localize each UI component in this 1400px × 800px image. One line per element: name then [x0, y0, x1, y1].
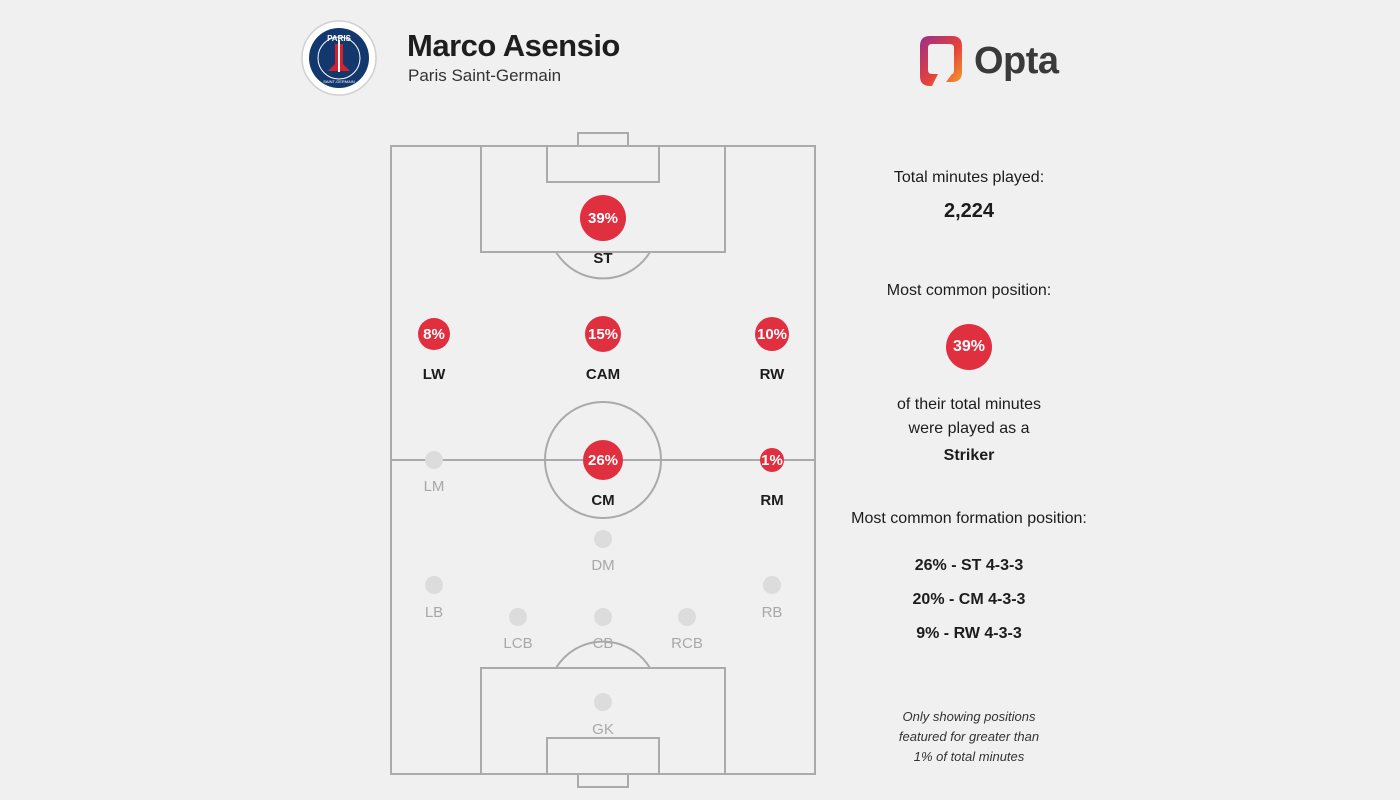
position-marker-lcb [509, 608, 527, 626]
position-marker-rb [763, 576, 781, 594]
position-value-lw: 8% [423, 326, 445, 343]
position-label-cam: CAM [586, 366, 620, 383]
common-position-badge: 39% [946, 324, 992, 370]
formation-item: 20% - CM 4-3-3 [912, 591, 1026, 608]
position-marker-cam [585, 316, 621, 352]
formation-label: Most common formation position: [851, 510, 1087, 527]
position-marker-gk [594, 693, 612, 711]
position-marker-st [580, 195, 626, 241]
position-label-lb: LB [425, 604, 443, 621]
position-label-cm: CM [591, 492, 614, 509]
position-marker-lb [425, 576, 443, 594]
team-crest: PARIS SAINT-GERMAIN [301, 20, 377, 96]
player-name: Marco Asensio [407, 28, 620, 63]
position-label-gk: GK [592, 721, 614, 738]
footnote-line: 1% of total minutes [913, 749, 1025, 764]
position-label-rb: RB [762, 604, 783, 621]
position-marker-rcb [678, 608, 696, 626]
position-marker-lm [425, 451, 443, 469]
formation-item: 26% - ST 4-3-3 [914, 557, 1024, 574]
position-marker-lw [418, 318, 450, 350]
footnote-line: featured for greater than [898, 729, 1040, 744]
total-minutes-label: Total minutes played: [893, 169, 1045, 186]
position-label-st: ST [593, 250, 612, 267]
common-position-label: Most common position: [886, 282, 1052, 299]
position-label-dm: DM [591, 557, 614, 574]
common-position-name: Striker [943, 447, 995, 464]
position-marker-cb [594, 608, 612, 626]
formation-item: 9% - RW 4-3-3 [916, 625, 1022, 642]
team-name: Paris Saint-Germain [408, 66, 562, 85]
position-marker-dm [594, 530, 612, 548]
position-value-cm: 26% [588, 452, 618, 469]
total-minutes-value: 2,224 [943, 200, 995, 222]
position-label-cb: CB [593, 635, 614, 652]
position-marker-rw [755, 317, 789, 351]
position-value-rw: 10% [757, 326, 787, 343]
position-label-rcb: RCB [671, 635, 703, 652]
opta-brand-text: Opta [974, 40, 1059, 82]
position-value-rm: 1% [761, 452, 783, 469]
position-label-lcb: LCB [503, 635, 532, 652]
position-label-lm: LM [424, 478, 445, 495]
common-position-desc-1: of their total minutes [896, 396, 1042, 413]
crest-bottom-text: SAINT-GERMAIN [323, 79, 355, 84]
position-value-cam: 15% [588, 326, 618, 343]
position-label-lw: LW [423, 366, 446, 383]
position-label-rw: RW [760, 366, 786, 383]
footnote-line: Only showing positions [902, 709, 1036, 724]
position-label-rm: RM [760, 492, 783, 509]
position-marker-rm [760, 448, 784, 472]
position-marker-cm [583, 440, 623, 480]
opta-logo-icon [920, 36, 962, 86]
crest-top-text: PARIS [327, 34, 352, 43]
common-position-desc-2: were played as a [908, 420, 1030, 437]
position-value-st: 39% [588, 210, 618, 227]
